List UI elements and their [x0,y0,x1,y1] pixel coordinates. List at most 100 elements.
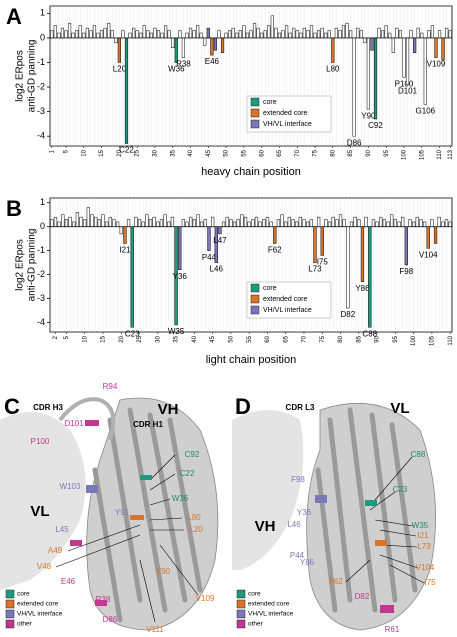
x-tick-label: 45 [210,335,216,342]
bar [167,221,171,227]
bar [338,30,342,39]
structure-c-art [0,397,219,631]
bar [135,30,139,39]
bar [331,37,335,63]
bar [247,221,251,227]
x-tick-label: 105 [429,335,435,346]
bar [445,27,449,39]
bar [415,216,419,227]
y-tick-label: 1 [40,8,45,18]
bar [189,216,193,227]
bar [153,27,157,39]
legend-swatch [250,97,260,107]
legend-label: core [263,99,277,106]
bar [185,221,189,227]
residue-label: I75 [424,578,436,587]
bar [276,219,281,227]
bar [434,37,438,58]
y-tick-label: -4 [37,131,45,141]
residue-label: P100 [31,437,50,446]
x-tick-label: 60 [259,149,265,156]
x-tick-label: 30 [153,149,159,156]
legend-box [246,95,332,133]
x-tick-label: 90 [366,149,372,156]
bar [130,226,134,328]
y-tick-label: -2 [37,269,45,279]
bar [181,37,186,58]
bar [324,32,328,39]
x-tick-label: 100 [411,335,417,346]
residue-label: L46 [287,520,301,529]
bar [163,214,167,227]
bar [203,219,207,227]
bar-label: V109 [427,60,446,69]
bar [50,219,54,227]
bar [149,32,153,39]
bar [203,37,207,46]
bar [386,221,390,227]
y-axis-label: log2 ERpos [15,239,26,291]
bar [50,30,54,39]
x-tick-label: 65 [283,335,289,342]
bar [334,27,338,39]
x-tick-label: 1 [49,149,55,153]
bar [57,221,61,227]
bar [370,37,374,51]
bar [349,30,353,39]
x-tick-label: 110 [437,149,443,159]
bar [388,32,392,39]
bar [128,32,132,39]
x-tick-label: 10 [81,149,87,156]
bar [277,32,282,39]
x-tick-label: 55 [241,149,247,156]
bar [284,25,289,39]
bar [156,221,160,227]
bar [327,221,332,227]
bar [206,27,210,39]
bar [142,25,146,39]
bar [115,221,120,227]
bar [411,221,416,227]
x-tick-label: 45 [206,149,212,156]
bar [225,216,229,227]
bar [363,37,367,44]
bar [94,216,98,227]
bar [164,25,168,39]
x-tick-label: 35 [170,149,176,156]
panel-letter: D [235,394,251,419]
x-tick-label: 55 [247,335,253,342]
residue-label: L45 [55,525,69,534]
bar [61,214,65,227]
x-tick-label: 90 [375,335,381,342]
residue-label: V104 [416,563,435,572]
bar [364,216,368,227]
structure-d-art [232,402,437,631]
bar [291,219,295,227]
bar [366,37,371,110]
residue-label: Y90 [156,567,171,576]
bar [302,219,306,227]
residue-label: V109 [196,594,215,603]
bar [437,30,442,39]
bar-label: W35 [168,327,185,336]
bar [82,32,86,39]
x-tick-label: 65 [277,149,283,156]
bar [298,216,302,227]
x-tick-label: 95 [393,335,399,342]
bar [327,30,331,39]
bar [302,27,306,39]
bar-label: P44 [202,253,217,262]
bar [67,22,72,39]
residue-label: VH [255,518,276,535]
bar-label: C92 [368,121,383,130]
x-tick-label: 95 [384,149,390,156]
residue-label: W36 [172,494,189,503]
x-tick-label: 15 [101,335,107,342]
residue-label: L20 [189,525,203,534]
x-tick-label: 50 [224,149,230,156]
bar [371,219,376,227]
bar-label: Y36 [173,272,188,281]
bar [236,219,240,227]
bar [90,214,94,227]
legend-swatch [5,589,15,599]
